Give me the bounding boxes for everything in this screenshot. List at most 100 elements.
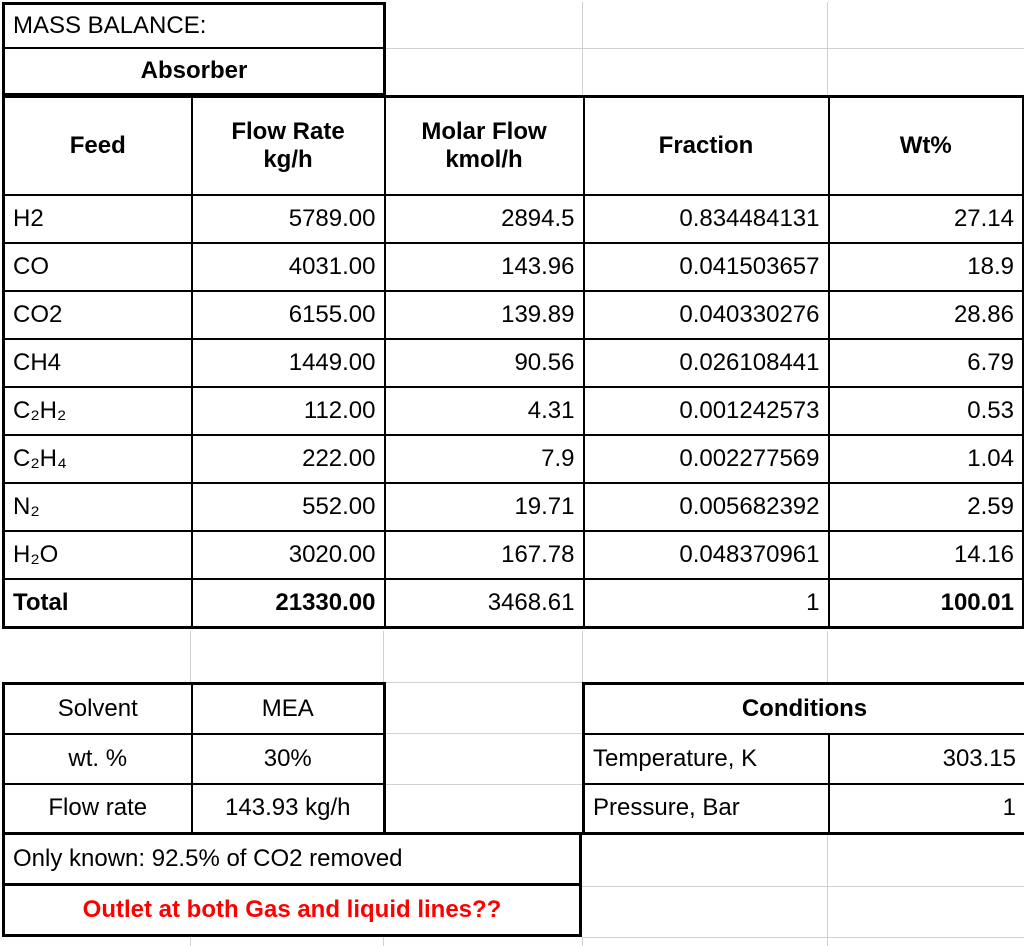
cell-molar-flow[interactable]: 2894.5: [383, 193, 585, 244]
cell-feed[interactable]: CO2: [2, 289, 193, 340]
cell-fraction[interactable]: 0.005682392: [582, 481, 830, 532]
note-known[interactable]: Only known: 92.5% of CO2 removed: [2, 832, 582, 886]
cell-flow-rate[interactable]: 4031.00: [190, 241, 386, 292]
header-fraction[interactable]: Fraction: [582, 95, 830, 196]
conditions-header-cell[interactable]: Conditions: [582, 682, 1024, 735]
cell-flow-rate[interactable]: 3020.00: [190, 529, 386, 580]
wt-pct-value-cell[interactable]: 30%: [190, 732, 386, 785]
feed-row-co2: CO2 6155.00 139.89 0.040330276 28.86: [2, 289, 1024, 340]
cell-molar-flow[interactable]: 7.9: [383, 433, 585, 484]
cell-feed[interactable]: N₂: [2, 481, 193, 532]
gridline: [582, 886, 1024, 887]
cell-flow-rate[interactable]: 6155.00: [190, 289, 386, 340]
header-molar-flow-unit: kmol/h: [445, 145, 523, 173]
feed-row-co: CO 4031.00 143.96 0.041503657 18.9: [2, 241, 1024, 292]
feed-total-row: Total 21330.00 3468.61 1 100.01: [2, 577, 1024, 629]
header-feed[interactable]: Feed: [2, 95, 193, 196]
title-table: MASS BALANCE: Absorber: [2, 2, 386, 96]
header-molar-flow[interactable]: Molar Flow kmol/h: [383, 95, 585, 196]
solvent-table: Solvent MEA wt. % 30% Flow rate 143.93 k…: [2, 682, 386, 835]
cell-fraction[interactable]: 0.040330276: [582, 289, 830, 340]
cell-feed[interactable]: H2: [2, 193, 193, 244]
cell-fraction[interactable]: 0.002277569: [582, 433, 830, 484]
gridline: [383, 682, 582, 683]
solvent-value-cell[interactable]: MEA: [190, 682, 386, 735]
absorber-subtitle-cell[interactable]: Absorber: [2, 46, 386, 96]
mass-balance-title-cell[interactable]: MASS BALANCE:: [2, 2, 386, 49]
gridline: [383, 48, 1024, 49]
temperature-row: Temperature, K 303.15: [582, 732, 1024, 785]
total-wt-pct-cell[interactable]: 100.01: [827, 577, 1024, 629]
total-molar-flow-cell[interactable]: 3468.61: [383, 577, 585, 629]
feed-row-c2h4: C₂H₄ 222.00 7.9 0.002277569 1.04: [2, 433, 1024, 484]
cell-molar-flow[interactable]: 139.89: [383, 289, 585, 340]
note-question[interactable]: Outlet at both Gas and liquid lines??: [2, 883, 582, 937]
solvent-label-cell[interactable]: Solvent: [2, 682, 193, 735]
feed-table-header-row: Feed Flow Rate kg/h Molar Flow kmol/h Fr…: [2, 95, 1024, 196]
header-flow-rate-unit: kg/h: [263, 145, 313, 173]
gridline: [827, 631, 828, 682]
cell-fraction[interactable]: 0.041503657: [582, 241, 830, 292]
gridline: [383, 631, 384, 682]
flow-rate-value-cell[interactable]: 143.93 kg/h: [190, 782, 386, 835]
cell-molar-flow[interactable]: 4.31: [383, 385, 585, 436]
cell-wt-pct[interactable]: 6.79: [827, 337, 1024, 388]
feed-row-n2: N₂ 552.00 19.71 0.005682392 2.59: [2, 481, 1024, 532]
header-flow-rate[interactable]: Flow Rate kg/h: [190, 95, 386, 196]
header-wt-pct[interactable]: Wt%: [827, 95, 1024, 196]
gridline: [582, 937, 583, 946]
gridline: [383, 733, 582, 734]
conditions-header-row: Conditions: [582, 682, 1024, 735]
gridline: [190, 937, 191, 946]
feed-table: Feed Flow Rate kg/h Molar Flow kmol/h Fr…: [2, 95, 1024, 629]
cell-fraction[interactable]: 0.026108441: [582, 337, 830, 388]
cell-fraction[interactable]: 0.001242573: [582, 385, 830, 436]
cell-wt-pct[interactable]: 1.04: [827, 433, 1024, 484]
cell-molar-flow[interactable]: 143.96: [383, 241, 585, 292]
cell-flow-rate[interactable]: 1449.00: [190, 337, 386, 388]
cell-feed[interactable]: CO: [2, 241, 193, 292]
cell-wt-pct[interactable]: 14.16: [827, 529, 1024, 580]
cell-flow-rate[interactable]: 5789.00: [190, 193, 386, 244]
feed-row-c2h2: C₂H₂ 112.00 4.31 0.001242573 0.53: [2, 385, 1024, 436]
cell-molar-flow[interactable]: 19.71: [383, 481, 585, 532]
cell-wt-pct[interactable]: 2.59: [827, 481, 1024, 532]
cell-wt-pct[interactable]: 27.14: [827, 193, 1024, 244]
flow-rate-label-cell[interactable]: Flow rate: [2, 782, 193, 835]
cell-feed[interactable]: CH4: [2, 337, 193, 388]
cell-flow-rate[interactable]: 552.00: [190, 481, 386, 532]
pressure-label-cell[interactable]: Pressure, Bar: [582, 782, 830, 835]
feed-row-h2: H2 5789.00 2894.5 0.834484131 27.14: [2, 193, 1024, 244]
total-flow-rate-cell[interactable]: 21330.00: [190, 577, 386, 629]
temperature-label-cell[interactable]: Temperature, K: [582, 732, 830, 785]
cell-flow-rate[interactable]: 112.00: [190, 385, 386, 436]
cell-feed[interactable]: C₂H₄: [2, 433, 193, 484]
gridline: [383, 937, 384, 946]
cell-feed[interactable]: C₂H₂: [2, 385, 193, 436]
conditions-table: Conditions Temperature, K 303.15 Pressur…: [582, 682, 1024, 835]
cell-molar-flow[interactable]: 167.78: [383, 529, 585, 580]
cell-molar-flow[interactable]: 90.56: [383, 337, 585, 388]
cell-flow-rate[interactable]: 222.00: [190, 433, 386, 484]
cell-feed[interactable]: H₂O: [2, 529, 193, 580]
solvent-row: Solvent MEA: [2, 682, 386, 735]
cell-wt-pct[interactable]: 18.9: [827, 241, 1024, 292]
header-flow-rate-title: Flow Rate: [231, 117, 345, 145]
wt-pct-label-cell[interactable]: wt. %: [2, 732, 193, 785]
cell-wt-pct[interactable]: 0.53: [827, 385, 1024, 436]
feed-row-h2o: H₂O 3020.00 167.78 0.048370961 14.16: [2, 529, 1024, 580]
cell-fraction[interactable]: 0.834484131: [582, 193, 830, 244]
cell-fraction[interactable]: 0.048370961: [582, 529, 830, 580]
wt-pct-row: wt. % 30%: [2, 732, 386, 785]
total-fraction-cell[interactable]: 1: [582, 577, 830, 629]
feed-row-ch4: CH4 1449.00 90.56 0.026108441 6.79: [2, 337, 1024, 388]
pressure-row: Pressure, Bar 1: [582, 782, 1024, 835]
pressure-value-cell[interactable]: 1: [827, 782, 1024, 835]
gridline: [383, 784, 582, 785]
gridline: [827, 835, 828, 946]
total-label-cell[interactable]: Total: [2, 577, 193, 629]
temperature-value-cell[interactable]: 303.15: [827, 732, 1024, 785]
flow-rate-row: Flow rate 143.93 kg/h: [2, 782, 386, 835]
cell-wt-pct[interactable]: 28.86: [827, 289, 1024, 340]
